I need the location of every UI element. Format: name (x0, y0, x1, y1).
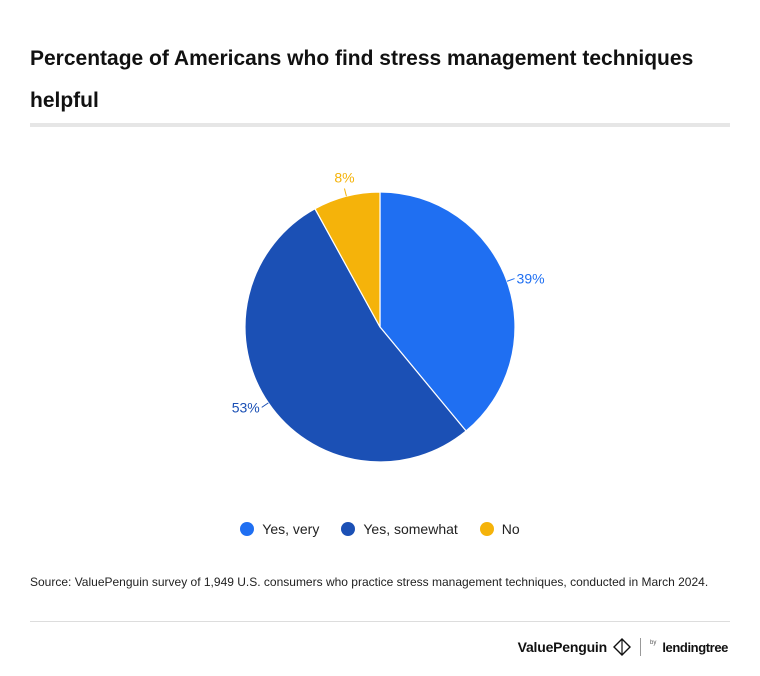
leader-line (261, 402, 269, 408)
legend-label: Yes, very (262, 521, 320, 537)
brand-footer: ValuePenguin by lendingtree (518, 638, 728, 656)
data-label: 8% (334, 169, 354, 185)
leader-line (506, 278, 515, 282)
leader-line (343, 188, 347, 197)
title-divider (30, 123, 730, 127)
legend-swatch (240, 522, 255, 536)
legend-item: Yes, very (240, 521, 319, 537)
chart-legend: Yes, very Yes, somewhat No (0, 521, 760, 537)
chart-title: Percentage of Americans who find stress … (30, 47, 694, 112)
data-label: 39% (517, 271, 545, 287)
source-note: Source: ValuePenguin survey of 1,949 U.S… (30, 575, 709, 589)
legend-label: Yes, somewhat (363, 521, 458, 537)
footer-divider (30, 621, 730, 622)
brand-separator (639, 638, 641, 656)
partner-prefix: by (649, 640, 657, 646)
data-label: 53% (232, 399, 260, 415)
lendingtree-logo-text: lendingtree (662, 639, 728, 655)
penguin-diamond-icon (612, 638, 631, 656)
pie-slice-no (314, 191, 381, 328)
legend-item: Yes, somewhat (341, 521, 458, 537)
pie-slice-yes-somewhat (244, 207, 467, 463)
legend-label: No (501, 521, 520, 537)
legend-swatch (341, 522, 356, 536)
legend-swatch (479, 522, 494, 536)
legend-item: No (479, 521, 520, 537)
pie-slice-yes-very (379, 191, 516, 432)
valuepenguin-logo-text: ValuePenguin (517, 639, 608, 655)
